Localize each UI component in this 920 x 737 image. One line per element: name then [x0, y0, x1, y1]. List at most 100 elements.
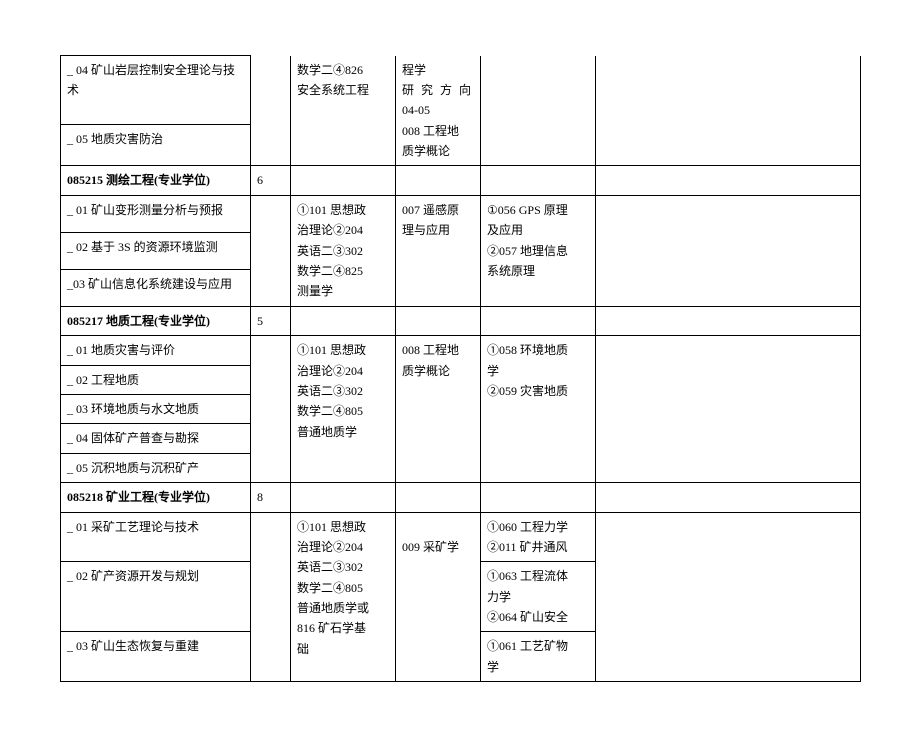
table-row: 085215 测绘工程(专业学位) 6 [61, 166, 861, 195]
txt: 普通地质学或 [297, 601, 369, 615]
count-cell [251, 336, 291, 483]
major-header: 085215 测绘工程(专业学位) [61, 166, 251, 195]
txt: 数学二④805 [297, 581, 363, 595]
remark-cell [596, 195, 861, 306]
same-cell: ①058 环境地质 学 ②059 灾害地质 [481, 336, 596, 483]
txt: 安全系统工程 [297, 83, 369, 97]
table-row: _ 01 采矿工艺理论与技术 ①101 思想政 治理论②204 英语二③302 … [61, 512, 861, 562]
txt: 学 [487, 364, 499, 378]
table-row: 085218 矿业工程(专业学位) 8 [61, 483, 861, 512]
retest-cell: 007 遥感原 理与应用 [396, 195, 481, 306]
txt: ①101 思想政 [297, 520, 366, 534]
txt: 007 遥感原 [402, 203, 459, 217]
direction-cell: _ 03 矿山生态恢复与重建 [61, 632, 251, 682]
direction-cell: _ 05 沉积地质与沉积矿产 [61, 453, 251, 482]
table-row: 085217 地质工程(专业学位) 5 [61, 306, 861, 335]
same-cell: ①061 工艺矿物 学 [481, 632, 596, 682]
direction-cell: _ 01 采矿工艺理论与技术 [61, 512, 251, 562]
direction-cell: _ 02 基于 3S 的资源环境监测 [61, 232, 251, 269]
cell [396, 483, 481, 512]
cell [596, 483, 861, 512]
txt: 础 [297, 642, 309, 656]
exam-cell: ①101 思想政 治理论②204 英语二③302 数学二④805 普通地质学 [291, 336, 396, 483]
same-cell: ①056 GPS 原理 及应用 ②057 地理信息 系统原理 [481, 195, 596, 306]
txt: 质学概论 [402, 364, 450, 378]
cell [596, 306, 861, 335]
txt: 数学二④825 [297, 264, 363, 278]
same-cell: ①060 工程力学 ②011 矿井通风 [481, 512, 596, 562]
same-cell: ①063 工程流体 力学 ②064 矿山安全 [481, 562, 596, 632]
txt: 普通地质学 [297, 425, 357, 439]
major-header: 085218 矿业工程(专业学位) [61, 483, 251, 512]
count-cell [251, 56, 291, 166]
cell [291, 306, 396, 335]
txt: 治理论②204 [297, 223, 363, 237]
major-header: 085217 地质工程(专业学位) [61, 306, 251, 335]
txt: ②064 矿山安全 [487, 610, 568, 624]
same-cell [481, 56, 596, 166]
txt: 治理论②204 [297, 364, 363, 378]
remark-cell [596, 512, 861, 682]
table-row: _ 01 矿山变形测量分析与预报 ①101 思想政 治理论②204 英语二③30… [61, 195, 861, 232]
txt: 04-05 [402, 103, 430, 117]
exam-cell: ①101 思想政 治理论②204 英语二③302 数学二④825 测量学 [291, 195, 396, 306]
direction-cell: _ 01 矿山变形测量分析与预报 [61, 195, 251, 232]
direction-cell: _ 04 固体矿产普查与勘探 [61, 424, 251, 453]
txt: 理与应用 [402, 223, 450, 237]
direction-cell: _ 02 矿产资源开发与规划 [61, 562, 251, 632]
txt: ①061 工艺矿物 [487, 639, 568, 653]
txt: 研 究 方 向 [402, 83, 473, 97]
direction-cell: _ 03 环境地质与水文地质 [61, 394, 251, 423]
txt: ①058 环境地质 [487, 343, 568, 357]
direction-cell: _ 05 地质灾害防治 [61, 125, 251, 166]
cell [291, 483, 396, 512]
txt: 力学 [487, 590, 511, 604]
txt: 系统原理 [487, 264, 535, 278]
txt: ②057 地理信息 [487, 244, 568, 258]
txt: ①063 工程流体 [487, 569, 568, 583]
txt: 英语二③302 [297, 244, 363, 258]
direction-cell: _03 矿山信息化系统建设与应用 [61, 269, 251, 306]
table-row: _ 01 地质灾害与评价 ①101 思想政 治理论②204 英语二③302 数学… [61, 336, 861, 365]
exam-cell: 数学二④826 安全系统工程 [291, 56, 396, 166]
txt: ②011 矿井通风 [487, 540, 568, 554]
txt: 及应用 [487, 223, 523, 237]
txt: 英语二③302 [297, 560, 363, 574]
count-cell: 5 [251, 306, 291, 335]
txt: ①101 思想政 [297, 343, 366, 357]
count-cell [251, 512, 291, 682]
catalog-table: _ 04 矿山岩层控制安全理论与技术 数学二④826 安全系统工程 程学 研 究… [60, 55, 861, 682]
txt: 测量学 [297, 284, 333, 298]
cell [481, 306, 596, 335]
cell [396, 166, 481, 195]
txt: ①056 GPS 原理 [487, 203, 568, 217]
exam-cell: ①101 思想政 治理论②204 英语二③302 数学二④805 普通地质学或 … [291, 512, 396, 682]
txt: 治理论②204 [297, 540, 363, 554]
txt: 009 采矿学 [402, 540, 459, 554]
retest-cell: 程学 研 究 方 向 04-05 008 工程地 质学概论 [396, 56, 481, 166]
direction-cell: _ 04 矿山岩层控制安全理论与技术 [61, 56, 251, 125]
remark-cell [596, 56, 861, 166]
retest-cell: 009 采矿学 [396, 512, 481, 682]
txt: 数学二④805 [297, 404, 363, 418]
direction-cell: _ 01 地质灾害与评价 [61, 336, 251, 365]
txt: ②059 灾害地质 [487, 384, 568, 398]
txt: 数学二④826 [297, 63, 363, 77]
txt: 008 工程地 [402, 343, 459, 357]
cell [291, 166, 396, 195]
cell [481, 483, 596, 512]
txt: 008 工程地 [402, 124, 459, 138]
direction-cell: _ 02 工程地质 [61, 365, 251, 394]
remark-cell [596, 336, 861, 483]
txt: 816 矿石学基 [297, 621, 366, 635]
txt: 质学概论 [402, 144, 450, 158]
count-cell: 8 [251, 483, 291, 512]
txt: 程学 [402, 63, 426, 77]
count-cell [251, 195, 291, 306]
txt: 英语二③302 [297, 384, 363, 398]
retest-cell: 008 工程地 质学概论 [396, 336, 481, 483]
cell [396, 306, 481, 335]
table-row: _ 04 矿山岩层控制安全理论与技术 数学二④826 安全系统工程 程学 研 究… [61, 56, 861, 125]
txt: ①101 思想政 [297, 203, 366, 217]
txt: ①060 工程力学 [487, 520, 568, 534]
